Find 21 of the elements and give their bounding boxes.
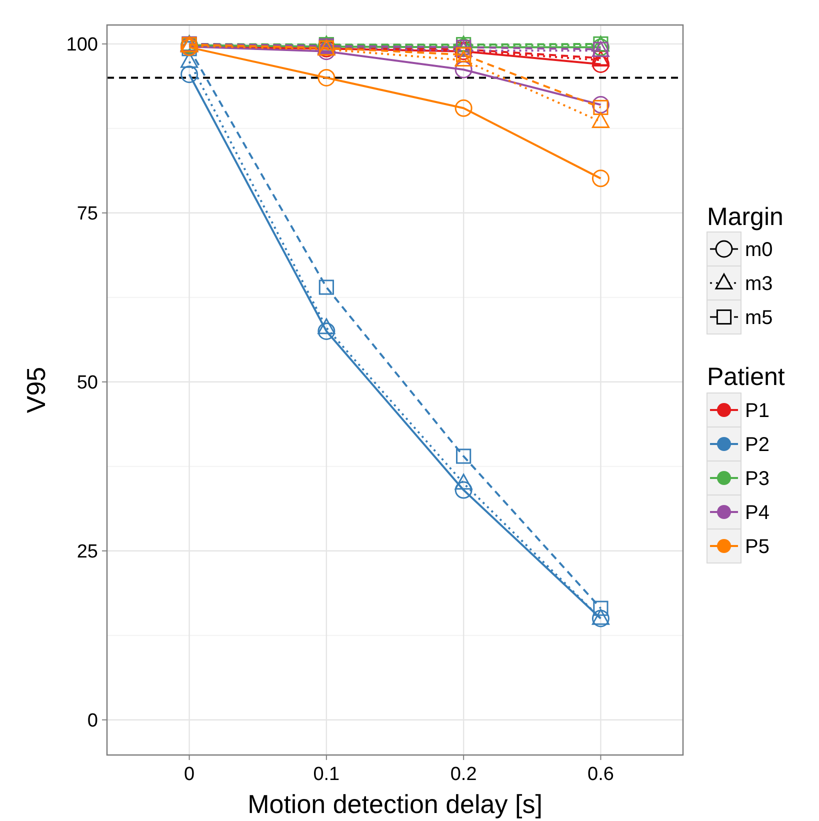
x-tick-label: 0.2 xyxy=(450,764,477,785)
legend-label: P3 xyxy=(745,468,770,490)
y-tick-label: 100 xyxy=(66,34,98,56)
legend-label: P4 xyxy=(745,502,770,524)
legend-label: P1 xyxy=(745,400,770,422)
text: Margin xyxy=(707,203,784,231)
y-tick-label: 50 xyxy=(76,372,98,394)
text: m5 xyxy=(745,307,773,329)
legend-title: Patient xyxy=(707,363,785,391)
x-tick-label: 0.1 xyxy=(313,764,340,785)
legend-label: P2 xyxy=(745,434,770,456)
y-tick-label: 75 xyxy=(76,204,98,225)
text: m3 xyxy=(745,273,773,295)
y-axis-title: V95 xyxy=(21,366,51,414)
y-tick-label: 0 xyxy=(87,710,98,732)
y-tick-label: 25 xyxy=(76,542,98,563)
legend-label: P5 xyxy=(745,536,770,558)
text: m0 xyxy=(745,239,773,261)
x-axis-title: Motion detection delay [s] xyxy=(248,789,542,819)
x-tick-label: 0 xyxy=(184,764,195,785)
x-tick-label: 0.6 xyxy=(588,764,614,785)
